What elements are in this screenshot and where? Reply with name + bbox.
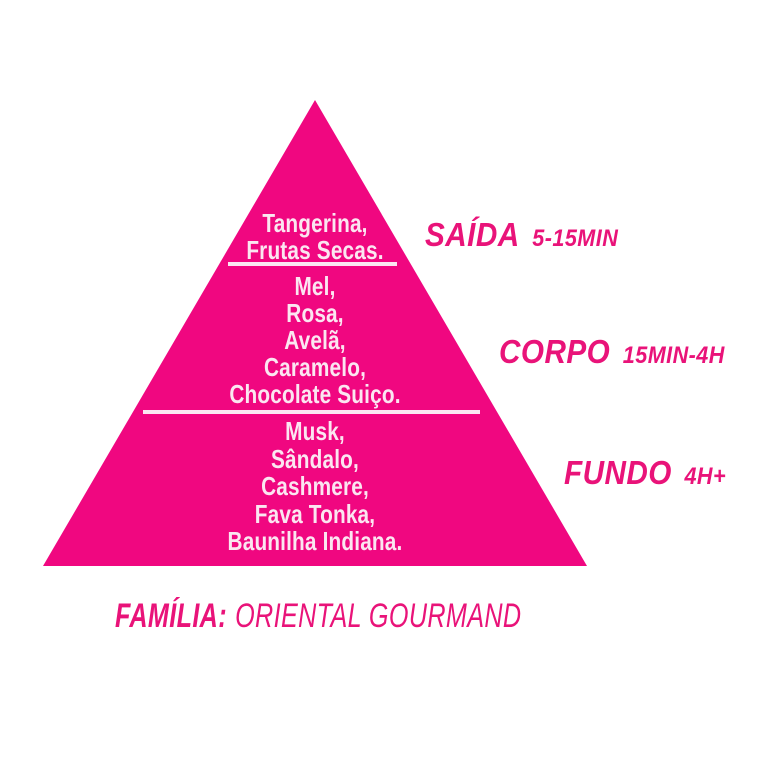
- family-label: FAMÍLIA:: [115, 597, 227, 635]
- top-notes-list: Tangerina, Frutas Secas.: [246, 210, 383, 264]
- note-line: Caramelo,: [263, 352, 367, 382]
- fragrance-family-line: FAMÍLIA: ORIENTAL GOURMAND: [115, 596, 521, 636]
- note-line: Mel,: [294, 271, 336, 301]
- note-line: Cashmere,: [261, 471, 369, 501]
- stage-name: CORPO: [499, 333, 611, 370]
- note-line: Chocolate Suiço.: [229, 379, 401, 409]
- stage-name: FUNDO: [564, 454, 672, 491]
- note-line: Sândalo,: [271, 443, 359, 474]
- pyramid-triangle: [43, 100, 587, 566]
- stage-name: SAÍDA: [425, 216, 520, 253]
- stage-label-saida: SAÍDA 5-15MIN: [425, 218, 618, 252]
- note-line: Musk,: [285, 416, 345, 446]
- stage-duration: 15MIN-4H: [622, 342, 725, 369]
- stage-label-corpo: CORPO 15MIN-4H: [499, 335, 725, 369]
- note-line: Frutas Secas.: [246, 235, 384, 265]
- stage-duration: 5-15MIN: [532, 225, 619, 252]
- note-line: Rosa,: [286, 298, 344, 328]
- stage-duration: 4H+: [684, 463, 727, 490]
- stage-label-fundo: FUNDO 4H+: [564, 456, 726, 490]
- note-line: Fava Tonka,: [254, 498, 376, 529]
- family-value: ORIENTAL GOURMAND: [235, 597, 522, 635]
- heart-notes-list: Mel, Rosa, Avelã, Caramelo, Chocolate Su…: [229, 273, 400, 408]
- note-line: Tangerina,: [262, 208, 368, 238]
- note-line: Avelã,: [284, 325, 346, 355]
- base-notes-list: Musk, Sândalo, Cashmere, Fava Tonka, Bau…: [227, 416, 403, 556]
- note-line: Baunilha Indiana.: [227, 526, 403, 556]
